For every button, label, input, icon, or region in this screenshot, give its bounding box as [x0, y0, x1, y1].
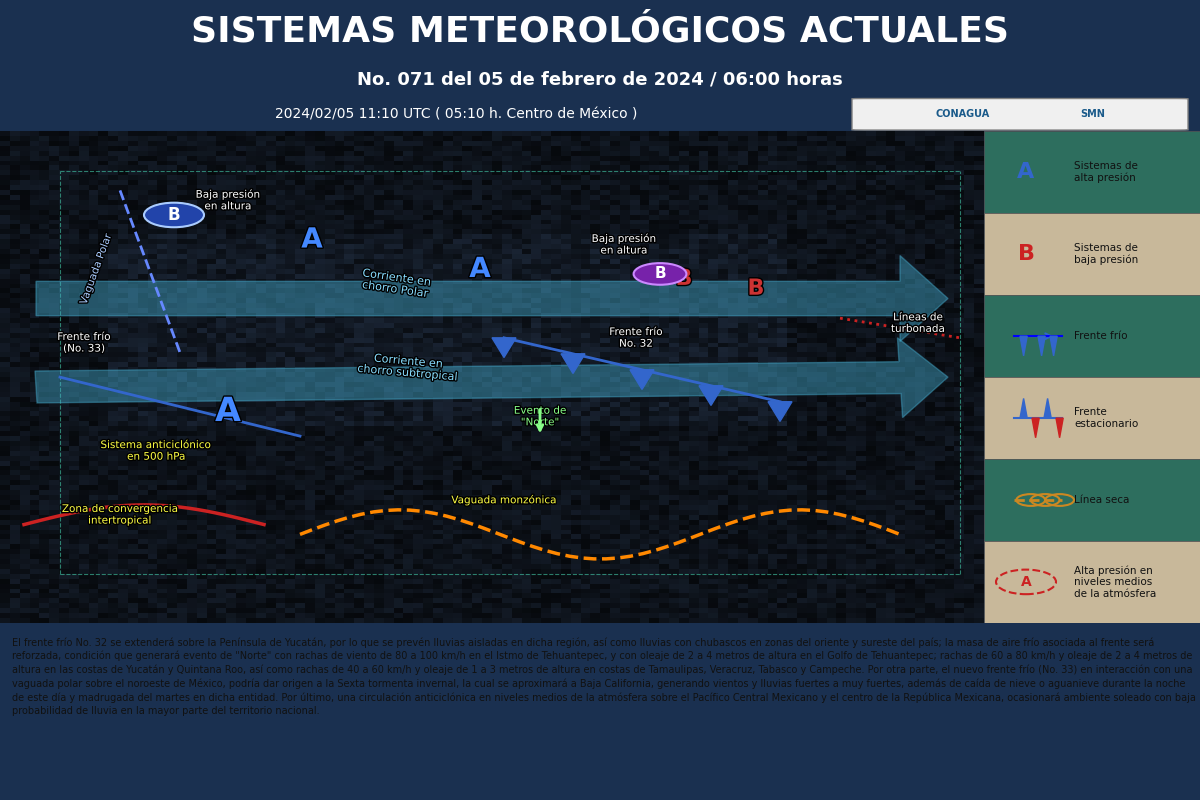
Text: Frente frío
No. 32: Frente frío No. 32 — [610, 327, 662, 349]
Text: Vaguada Polar: Vaguada Polar — [78, 232, 114, 306]
Polygon shape — [1032, 418, 1039, 438]
Text: B: B — [748, 278, 764, 298]
Text: Baja presión
en altura: Baja presión en altura — [196, 189, 260, 211]
Text: A: A — [215, 395, 241, 428]
Text: Sistema anticiclónico
en 500 hPa: Sistema anticiclónico en 500 hPa — [101, 440, 211, 462]
FancyArrow shape — [36, 255, 948, 342]
Text: Corriente en
chorro subtropical: Corriente en chorro subtropical — [356, 352, 460, 382]
Circle shape — [144, 202, 204, 227]
Bar — [984, 459, 1200, 541]
Polygon shape — [1056, 418, 1063, 438]
Text: A: A — [469, 255, 491, 283]
Bar — [984, 295, 1200, 377]
Text: 2024/02/05 11:10 UTC ( 05:10 h. Centro de México ): 2024/02/05 11:10 UTC ( 05:10 h. Centro d… — [275, 107, 637, 122]
Text: Corriente en
chorro Polar: Corriente en chorro Polar — [360, 268, 432, 299]
Circle shape — [634, 263, 686, 285]
Bar — [984, 214, 1200, 295]
Bar — [984, 377, 1200, 459]
Bar — [0, 131, 984, 623]
Polygon shape — [562, 354, 586, 374]
Polygon shape — [698, 386, 722, 406]
Text: Frente frío
(No. 33): Frente frío (No. 33) — [58, 332, 110, 354]
Text: B: B — [676, 269, 692, 289]
Text: Línea seca: Línea seca — [1074, 495, 1129, 505]
Text: Zona de convergencia
intertropical: Zona de convergencia intertropical — [62, 504, 178, 526]
Text: No. 071 del 05 de febrero de 2024 / 06:00 horas: No. 071 del 05 de febrero de 2024 / 06:0… — [358, 71, 842, 89]
Text: A: A — [1018, 162, 1034, 182]
Text: B: B — [654, 266, 666, 282]
Bar — [984, 131, 1200, 214]
Polygon shape — [1050, 336, 1057, 356]
Text: Vaguada monzónica: Vaguada monzónica — [451, 494, 557, 506]
FancyArrow shape — [35, 338, 948, 418]
Polygon shape — [1020, 398, 1027, 418]
Polygon shape — [1038, 336, 1045, 356]
Text: A: A — [1021, 575, 1031, 589]
Text: Líneas de
turbonada: Líneas de turbonada — [890, 312, 946, 334]
Polygon shape — [1044, 398, 1051, 418]
Text: SMN: SMN — [1080, 110, 1105, 119]
Text: CONAGUA: CONAGUA — [936, 110, 990, 119]
Text: Evento de
"Norte": Evento de "Norte" — [514, 406, 566, 427]
Text: B: B — [168, 206, 180, 224]
FancyArrowPatch shape — [62, 296, 934, 323]
Text: A: A — [301, 226, 323, 254]
Text: Frente frío: Frente frío — [1074, 331, 1128, 341]
FancyBboxPatch shape — [852, 98, 1188, 130]
Text: Sistemas de
alta presión: Sistemas de alta presión — [1074, 162, 1138, 183]
Text: Alta presión en
niveles medios
de la atmósfera: Alta presión en niveles medios de la atm… — [1074, 565, 1157, 598]
Text: Baja presión
en altura: Baja presión en altura — [592, 234, 656, 255]
Text: SISTEMAS METEOROLÓGICOS ACTUALES: SISTEMAS METEOROLÓGICOS ACTUALES — [191, 14, 1009, 49]
Polygon shape — [492, 338, 516, 358]
Text: Sistemas de
baja presión: Sistemas de baja presión — [1074, 243, 1139, 266]
Text: Frente
estacionario: Frente estacionario — [1074, 407, 1139, 429]
Text: B: B — [1018, 244, 1034, 264]
Bar — [984, 541, 1200, 623]
Polygon shape — [1020, 336, 1027, 356]
Polygon shape — [630, 370, 654, 390]
Polygon shape — [768, 402, 792, 422]
Text: El frente frío No. 32 se extenderá sobre la Península de Yucatán, por lo que se : El frente frío No. 32 se extenderá sobre… — [12, 637, 1196, 716]
